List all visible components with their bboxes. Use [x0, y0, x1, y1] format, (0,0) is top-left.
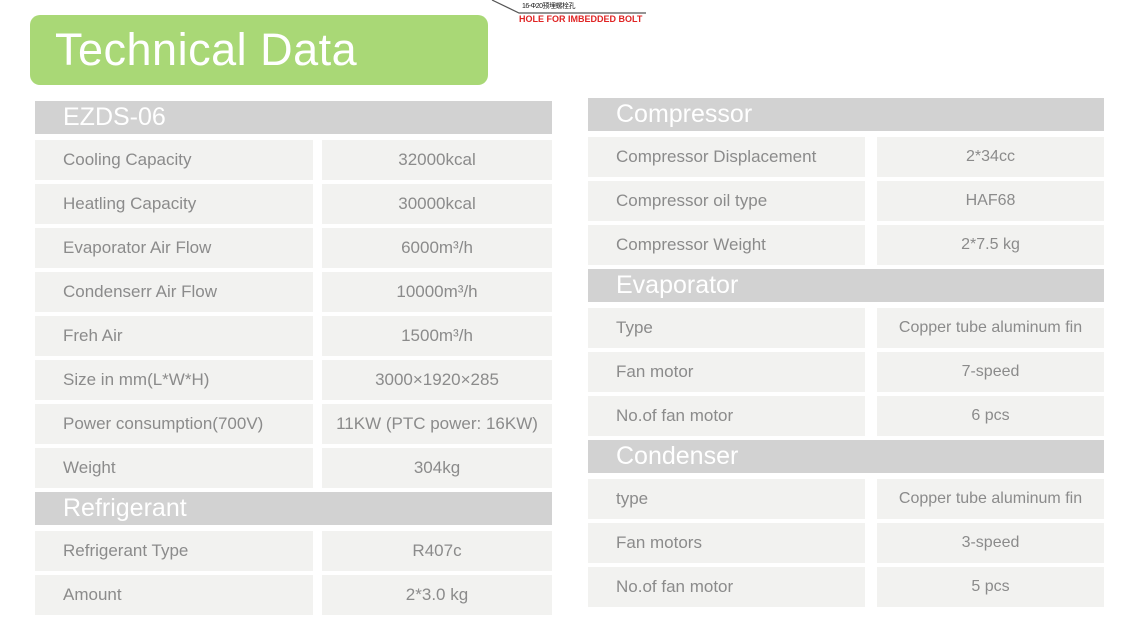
- table-row: Amount 2*3.0 kg: [35, 575, 552, 615]
- row-label: Freh Air: [35, 316, 313, 356]
- table-row: Weight 304kg: [35, 448, 552, 488]
- row-label: Evaporator Air Flow: [35, 228, 313, 268]
- row-value: 30000kcal: [322, 184, 552, 224]
- table-row: Heatling Capacity 30000kcal: [35, 184, 552, 224]
- page-title: Technical Data: [55, 24, 358, 75]
- table-row: Refrigerant Type R407c: [35, 531, 552, 571]
- row-label: Power consumption(700V): [35, 404, 313, 444]
- row-value: 32000kcal: [322, 140, 552, 180]
- row-label: No.of fan motor: [588, 567, 865, 607]
- row-label: Refrigerant Type: [35, 531, 313, 571]
- table-row: Size in mm(L*W*H) 3000×1920×285: [35, 360, 552, 400]
- blueprint-fragment: 16-Φ20预埋螺栓孔 HOLE FOR IMBEDDED BOLT: [488, 0, 678, 32]
- row-label: Compressor oil type: [588, 181, 865, 221]
- row-value: 1500m³/h: [322, 316, 552, 356]
- row-value: 10000m³/h: [322, 272, 552, 312]
- row-label: type: [588, 479, 865, 519]
- table-row: Compressor Displacement 2*34cc: [588, 137, 1104, 177]
- table-row: Power consumption(700V) 11KW (PTC power: …: [35, 404, 552, 444]
- table-row: Fan motor 7-speed: [588, 352, 1104, 392]
- row-value: HAF68: [877, 181, 1104, 221]
- row-value: R407c: [322, 531, 552, 571]
- table-row: Compressor Weight 2*7.5 kg: [588, 225, 1104, 265]
- table-row: Type Copper tube aluminum fin: [588, 308, 1104, 348]
- row-label: Amount: [35, 575, 313, 615]
- spec-section: EZDS-06 Cooling Capacity 32000kcal Heatling…: [35, 101, 552, 488]
- row-label: Weight: [35, 448, 313, 488]
- row-value: 3-speed: [877, 523, 1104, 563]
- section-header: EZDS-06: [35, 101, 552, 134]
- row-label: Heatling Capacity: [35, 184, 313, 224]
- row-value: 2*3.0 kg: [322, 575, 552, 615]
- spec-table-left: EZDS-06 Cooling Capacity 32000kcal Heatling…: [35, 101, 552, 619]
- dimension-label: 16-Φ20预埋螺栓孔: [522, 3, 576, 10]
- row-label: Fan motor: [588, 352, 865, 392]
- table-row: Fan motors 3-speed: [588, 523, 1104, 563]
- table-row: type Copper tube aluminum fin: [588, 479, 1104, 519]
- page-title-banner: Technical Data: [30, 15, 488, 85]
- row-value: 6000m³/h: [322, 228, 552, 268]
- spec-section: Refrigerant Refrigerant Type R407c Amount 2*…: [35, 492, 552, 615]
- spec-section: Compressor Compressor Displacement 2*34cc C…: [588, 98, 1104, 265]
- row-value: 6 pcs: [877, 396, 1104, 436]
- row-label: Cooling Capacity: [35, 140, 313, 180]
- row-label: No.of fan motor: [588, 396, 865, 436]
- row-value: 7-speed: [877, 352, 1104, 392]
- row-value: Copper tube aluminum fin: [877, 308, 1104, 348]
- row-value: 3000×1920×285: [322, 360, 552, 400]
- table-row: No.of fan motor 6 pcs: [588, 396, 1104, 436]
- spec-section: Evaporator Type Copper tube aluminum fin Fa…: [588, 269, 1104, 436]
- row-label: Type: [588, 308, 865, 348]
- spec-section: Condenser type Copper tube aluminum fin Fan…: [588, 440, 1104, 607]
- table-row: Cooling Capacity 32000kcal: [35, 140, 552, 180]
- row-label: Condenserr Air Flow: [35, 272, 313, 312]
- table-row: Condenserr Air Flow 10000m³/h: [35, 272, 552, 312]
- row-value: 2*7.5 kg: [877, 225, 1104, 265]
- section-header: Condenser: [588, 440, 1104, 473]
- row-value: 304kg: [322, 448, 552, 488]
- row-value: 5 pcs: [877, 567, 1104, 607]
- table-row: No.of fan motor 5 pcs: [588, 567, 1104, 607]
- section-header: Compressor: [588, 98, 1104, 131]
- row-label: Compressor Weight: [588, 225, 865, 265]
- row-label: Size in mm(L*W*H): [35, 360, 313, 400]
- row-value: Copper tube aluminum fin: [877, 479, 1104, 519]
- row-value: 11KW (PTC power: 16KW): [322, 404, 552, 444]
- table-row: Evaporator Air Flow 6000m³/h: [35, 228, 552, 268]
- section-header: Evaporator: [588, 269, 1104, 302]
- leader-line: [491, 0, 646, 14]
- row-label: Compressor Displacement: [588, 137, 865, 177]
- bolt-hole-annotation: HOLE FOR IMBEDDED BOLT: [519, 14, 643, 24]
- spec-table-right: Compressor Compressor Displacement 2*34cc C…: [588, 98, 1104, 611]
- table-row: Compressor oil type HAF68: [588, 181, 1104, 221]
- row-label: Fan motors: [588, 523, 865, 563]
- row-value: 2*34cc: [877, 137, 1104, 177]
- section-header: Refrigerant: [35, 492, 552, 525]
- table-row: Freh Air 1500m³/h: [35, 316, 552, 356]
